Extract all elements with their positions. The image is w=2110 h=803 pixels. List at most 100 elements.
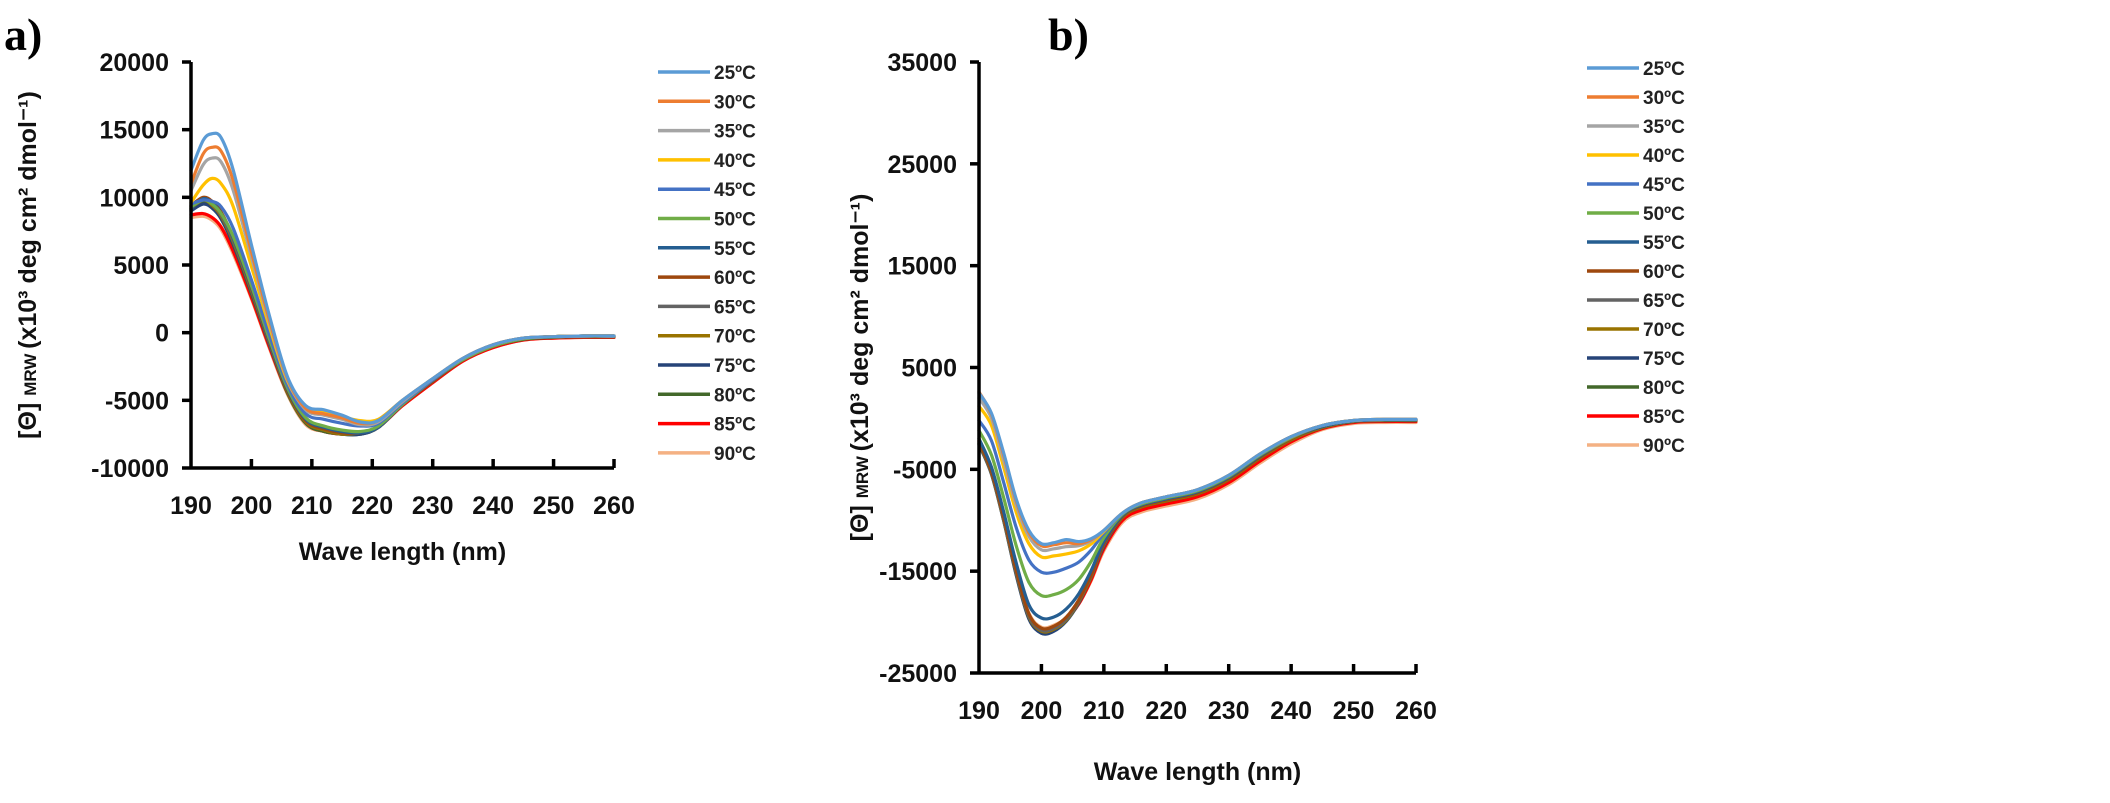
- y-tick-label: 35000: [887, 49, 957, 77]
- legend-item: 85ºC: [658, 415, 756, 436]
- panel-b: b) 35000 25000 15000 5000 -5000 -15000 -250001…: [846, 9, 1685, 786]
- legend-item: 75ºC: [1587, 349, 1685, 370]
- legend-item: 50ºC: [1587, 204, 1685, 225]
- legend-label: 70ºC: [714, 327, 756, 348]
- legend-item: 40ºC: [658, 151, 756, 172]
- legend-item: 30ºC: [658, 92, 756, 113]
- legend-item: 70ºC: [658, 327, 756, 348]
- x-tick-label: 210: [1083, 697, 1125, 725]
- panel-a-label: a): [4, 9, 42, 60]
- legend-label: 45ºC: [714, 180, 756, 201]
- legend-item: 35ºC: [658, 122, 756, 143]
- series-line-85c: [977, 419, 1418, 632]
- x-tick-label: 200: [231, 492, 273, 520]
- panel-a-y-axis-title-units: (x10³ deg cm² dmol⁻¹): [14, 91, 42, 349]
- panel-b-y-axis-title: [Θ] MRW (x10³ deg cm² dmol⁻¹): [846, 194, 874, 542]
- series-line-50c: [977, 417, 1418, 599]
- x-tick-label: 200: [1021, 697, 1063, 725]
- legend-label: 35ºC: [1643, 117, 1685, 138]
- legend-item: 70ºC: [1587, 320, 1685, 341]
- legend-label: 90ºC: [1643, 436, 1685, 457]
- panel-b-y-axis-title-main: [Θ]: [846, 498, 874, 541]
- series-line-30c: [977, 390, 1418, 549]
- panel-b-y-axis-title-units: (x10³ deg cm² dmol⁻¹): [846, 194, 874, 452]
- y-tick-label: -5000: [893, 456, 957, 484]
- legend-label: 85ºC: [1643, 407, 1685, 428]
- legend-label: 65ºC: [1643, 291, 1685, 312]
- x-tick-label: 250: [533, 492, 575, 520]
- y-tick-label: 10000: [99, 184, 169, 212]
- x-tick-label: 240: [472, 492, 514, 520]
- panel-a-y-axis-title: [Θ] MRW (x10³ deg cm² dmol⁻¹): [14, 91, 42, 439]
- x-tick-label: 230: [412, 492, 454, 520]
- legend-label: 60ºC: [714, 268, 756, 289]
- x-tick-label: 240: [1270, 697, 1312, 725]
- legend-label: 55ºC: [714, 239, 756, 260]
- panel-b-axes: [970, 60, 1418, 675]
- legend-item: 30ºC: [1587, 88, 1685, 109]
- legend-item: 65ºC: [658, 297, 756, 318]
- legend-label: 45ºC: [1643, 175, 1685, 196]
- series-line-45c: [189, 198, 616, 428]
- series-line-75c: [977, 418, 1418, 636]
- legend-label: 25ºC: [714, 63, 756, 84]
- legend-label: 50ºC: [714, 210, 756, 231]
- legend-item: 60ºC: [1587, 262, 1685, 283]
- series-line-55c: [189, 196, 616, 435]
- y-tick-label: -10000: [91, 455, 169, 483]
- legend-item: 55ºC: [658, 239, 756, 260]
- y-tick-label: 5000: [901, 355, 957, 383]
- legend-item: 80ºC: [1587, 378, 1685, 399]
- x-tick-label: 210: [291, 492, 333, 520]
- x-tick-label: 220: [351, 492, 393, 520]
- y-tick-label: 0: [155, 320, 169, 348]
- y-tick-label: 25000: [887, 151, 957, 179]
- series-line-55c: [977, 418, 1418, 621]
- series-line-60c: [189, 195, 616, 435]
- legend-item: 25ºC: [1587, 59, 1685, 80]
- legend-item: 60ºC: [658, 268, 756, 289]
- series-line-50c: [189, 198, 616, 434]
- legend-item: 75ºC: [658, 356, 756, 377]
- panel-a-legend: 25ºC 30ºC 35ºC 40ºC 45ºC 50ºC 55ºC 60ºC 65ºC 70ºC…: [658, 63, 756, 465]
- legend-label: 30ºC: [1643, 88, 1685, 109]
- panel-b-x-axis-title: Wave length (nm): [1094, 758, 1301, 786]
- legend-item: 35ºC: [1587, 117, 1685, 138]
- legend-item: 65ºC: [1587, 291, 1685, 312]
- legend-label: 35ºC: [714, 122, 756, 143]
- y-tick-label: 15000: [99, 117, 169, 145]
- legend-label: 80ºC: [1643, 378, 1685, 399]
- legend-label: 75ºC: [714, 356, 756, 377]
- legend-label: 80ºC: [714, 385, 756, 406]
- series-line-40c: [977, 404, 1418, 560]
- panel-a-axes: [182, 60, 616, 470]
- legend-item: 55ºC: [1587, 233, 1685, 254]
- series-line-25c: [977, 391, 1418, 547]
- legend-item: 80ºC: [658, 385, 756, 406]
- y-tick-label: 5000: [113, 252, 169, 280]
- series-line-65c: [189, 197, 616, 435]
- x-tick-label: 190: [170, 492, 212, 520]
- legend-label: 55ºC: [1643, 233, 1685, 254]
- panel-b-plot-area: [977, 390, 1418, 636]
- panel-a-y-axis-title-sub: MRW: [21, 349, 40, 396]
- y-tick-label: -25000: [879, 660, 957, 688]
- legend-label: 85ºC: [714, 415, 756, 436]
- legend-item: 85ºC: [1587, 407, 1685, 428]
- x-tick-label: 230: [1208, 697, 1250, 725]
- series-line-65c: [977, 418, 1418, 633]
- legend-item: 25ºC: [658, 63, 756, 84]
- legend-item: 50ºC: [658, 210, 756, 231]
- panel-a-plot-area: [189, 131, 616, 437]
- panel-b-label: b): [1048, 9, 1089, 60]
- legend-label: 60ºC: [1643, 262, 1685, 283]
- x-tick-label: 220: [1145, 697, 1187, 725]
- panel-b-y-axis-title-sub: MRW: [853, 451, 872, 498]
- series-line-80c: [977, 418, 1418, 635]
- y-tick-label: 20000: [99, 49, 169, 77]
- panel-b-legend: 25ºC 30ºC 35ºC 40ºC 45ºC 50ºC 55ºC 60ºC 65ºC 70ºC…: [1587, 59, 1685, 457]
